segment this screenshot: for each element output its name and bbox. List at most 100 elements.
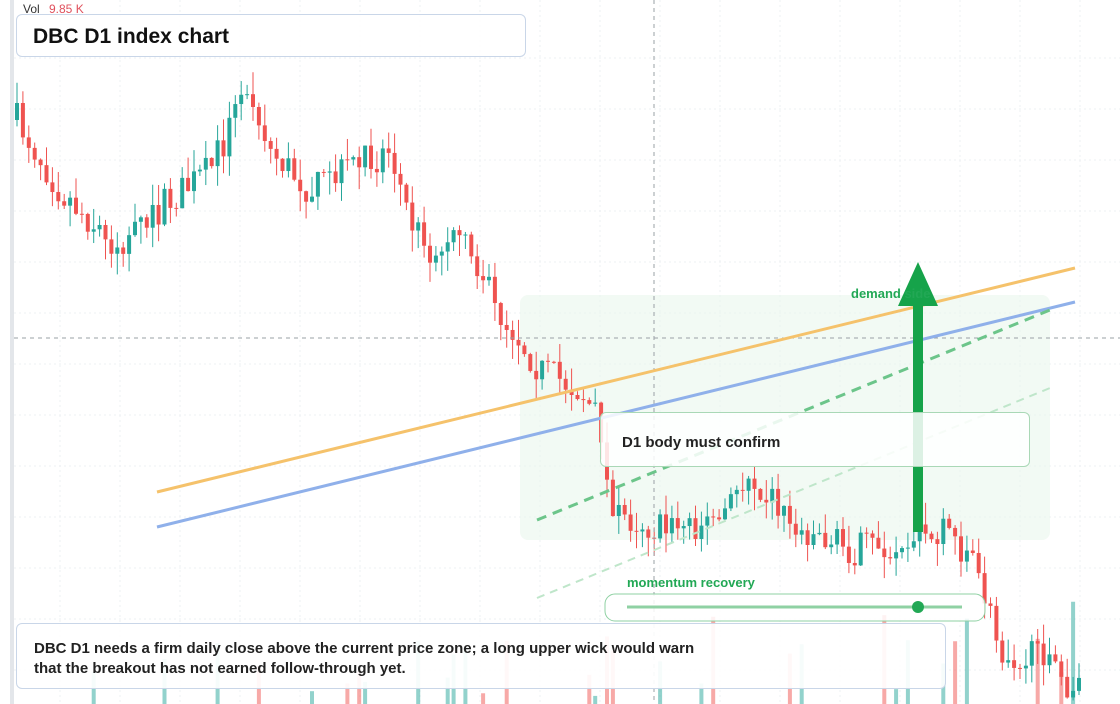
candle-body	[351, 157, 356, 160]
candle-body	[1053, 654, 1058, 662]
volume-bar	[1071, 601, 1076, 704]
candle-body	[475, 256, 480, 277]
candle-body	[439, 251, 444, 256]
arrow-head	[898, 262, 938, 306]
candle-body	[156, 204, 161, 225]
candle-body	[1065, 676, 1070, 698]
candle-body	[846, 546, 851, 563]
volume-bar	[310, 691, 314, 704]
candle-body	[782, 505, 786, 516]
candle-body	[923, 524, 928, 534]
candle-body	[138, 217, 143, 222]
candle-body	[1059, 661, 1064, 677]
candle-body	[68, 197, 73, 206]
candle-body	[192, 171, 196, 192]
candle-body	[209, 157, 214, 167]
candle-body	[787, 505, 792, 524]
candle-body	[534, 370, 539, 380]
candle-body	[516, 339, 521, 346]
candle-body	[333, 171, 338, 184]
candle-body	[180, 177, 185, 209]
candle-body	[457, 230, 462, 236]
slider-knob[interactable]	[912, 601, 924, 613]
volume-bar	[593, 695, 598, 704]
candle-body	[675, 518, 680, 529]
candle-body	[852, 562, 857, 566]
candle-body	[770, 488, 775, 503]
candle-body	[85, 213, 90, 232]
candle-body	[144, 217, 149, 228]
candle-body	[575, 395, 580, 400]
candles	[15, 72, 1081, 701]
left-edge	[10, 0, 14, 704]
candle-body	[203, 157, 208, 170]
candle-body	[292, 158, 297, 180]
volume-bar	[964, 618, 969, 704]
candle-body	[1041, 643, 1046, 666]
candle-body	[1006, 660, 1011, 663]
candle-body	[280, 158, 285, 172]
candle-body	[888, 557, 893, 559]
candle-body	[664, 514, 668, 534]
volume-bar	[345, 683, 350, 704]
candle-body	[109, 239, 114, 254]
candle-body	[504, 324, 509, 330]
candle-body	[658, 514, 663, 539]
candle-body	[752, 478, 757, 489]
candle-body	[380, 148, 385, 173]
candle-body	[410, 202, 415, 231]
candle-body	[699, 525, 704, 539]
candle-body	[764, 499, 769, 503]
candle-body	[587, 400, 592, 404]
candle-body	[321, 171, 326, 173]
candle-body	[1035, 641, 1040, 644]
vol-label: Vol	[23, 2, 40, 16]
candle-body	[522, 345, 527, 355]
candle-body	[327, 171, 332, 173]
candle-body	[162, 188, 167, 225]
candle-body	[304, 191, 309, 202]
candle-body	[841, 529, 845, 547]
volume-bar	[445, 677, 450, 704]
candle-body	[32, 147, 37, 160]
candle-body	[38, 159, 43, 166]
candle-body	[864, 532, 869, 534]
candle-body	[174, 207, 179, 209]
candle-body	[593, 402, 598, 404]
candle-body	[256, 107, 261, 126]
candle-body	[900, 548, 904, 553]
candle-body	[286, 158, 291, 172]
candle-body	[487, 276, 491, 281]
candle-body	[510, 329, 515, 340]
candle-body	[811, 534, 816, 545]
candle-body	[469, 234, 474, 257]
candle-body	[929, 533, 934, 540]
candle-body	[711, 516, 716, 518]
candle-body	[498, 303, 503, 325]
volume-bar	[894, 689, 899, 704]
candle-body	[26, 137, 31, 148]
vol-value: 9.85 K	[49, 2, 84, 16]
note-box: DBC D1 needs a firm daily close above th…	[16, 623, 946, 689]
candle-body	[121, 247, 126, 254]
candle-body	[935, 539, 940, 545]
candle-body	[905, 547, 910, 549]
candle-body	[1071, 690, 1076, 698]
candle-body	[374, 168, 379, 173]
confirm-box: D1 body must confirm	[600, 412, 1030, 467]
candle-body	[298, 179, 303, 192]
candle-body	[1077, 677, 1081, 691]
candle-body	[734, 489, 739, 495]
candle-body	[445, 242, 450, 252]
candle-body	[422, 222, 427, 246]
candle-body	[392, 152, 397, 174]
candle-body	[115, 247, 120, 254]
candle-body	[717, 517, 722, 520]
candle-body	[1012, 660, 1017, 668]
candle-body	[451, 230, 456, 243]
candle-body	[941, 518, 946, 545]
candle-body	[239, 94, 244, 105]
candle-body	[964, 550, 969, 562]
candle-body	[1000, 640, 1005, 663]
